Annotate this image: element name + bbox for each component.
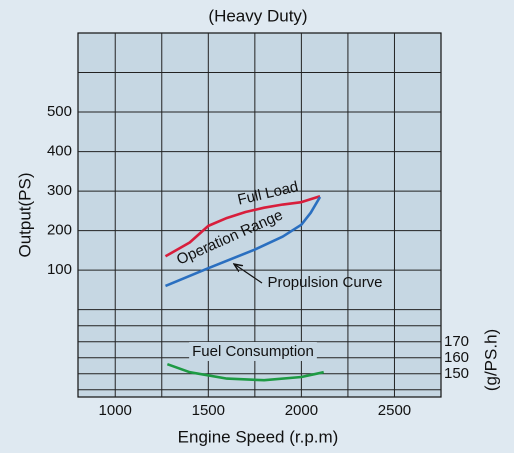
plot-area — [77, 32, 442, 398]
x-tick-label: 1500 — [192, 402, 225, 419]
y-tick-label: 500 — [47, 103, 72, 120]
label-background — [189, 341, 317, 361]
callout-arrow — [234, 264, 263, 284]
series-label: Propulsion Curve — [267, 274, 382, 291]
chart-title: (Heavy Duty) — [208, 6, 307, 25]
y-tick-label: 100 — [47, 261, 72, 278]
y2-tick-label: 170 — [444, 333, 469, 350]
series-line — [164, 196, 322, 288]
y-tick-label: 300 — [47, 182, 72, 199]
y-tick-label: 200 — [47, 222, 72, 239]
y-tick-label: 400 — [47, 143, 72, 160]
y2-axis-label: (g/PS.h) — [481, 329, 500, 391]
series-label: Fuel Consumption — [192, 343, 314, 360]
series-line — [166, 362, 324, 382]
y2-tick-label: 160 — [444, 349, 469, 366]
x-tick-label: 2500 — [378, 402, 411, 419]
y2-tick-label: 150 — [444, 365, 469, 382]
series-line — [164, 194, 321, 258]
x-tick-label: 1000 — [99, 402, 132, 419]
x-axis-label: Engine Speed (r.p.m) — [178, 427, 339, 446]
x-tick-label: 2000 — [285, 402, 318, 419]
y-axis-label: Output(PS) — [15, 172, 34, 257]
